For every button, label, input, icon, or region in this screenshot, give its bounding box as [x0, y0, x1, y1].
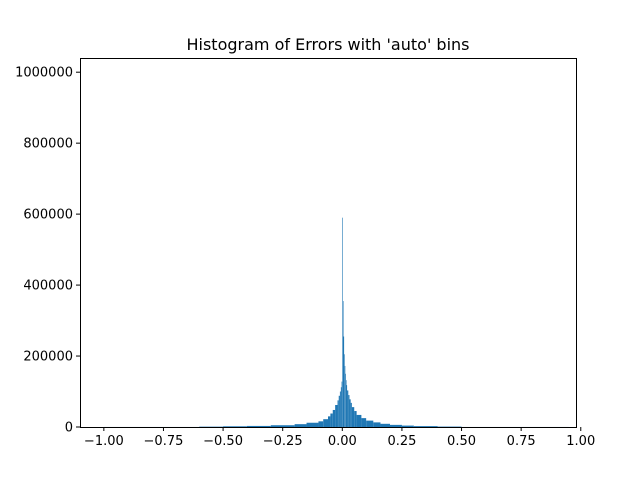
histogram-bar	[366, 420, 374, 427]
x-tick-label: 0.50	[447, 434, 476, 449]
chart-title: Histogram of Errors with 'auto' bins	[186, 35, 469, 54]
histogram-bar	[332, 409, 336, 427]
histogram-bar	[270, 425, 295, 427]
histogram-bar	[342, 301, 344, 427]
histogram-bar	[351, 407, 355, 427]
histogram-bar	[328, 416, 331, 427]
histogram-bar	[346, 385, 348, 427]
y-tick-label: 800000	[23, 137, 73, 152]
histogram-bar	[199, 426, 224, 428]
histogram-bar	[337, 400, 339, 427]
y-tick-label: 0	[65, 421, 73, 436]
histogram-bar	[356, 414, 362, 427]
y-tick-label: 200000	[23, 350, 73, 365]
histogram-bar	[401, 425, 414, 427]
histogram-bars	[103, 217, 569, 428]
histogram-bar	[413, 426, 438, 427]
x-tick-label: 0.00	[328, 434, 357, 449]
histogram-bar	[330, 413, 333, 427]
y-tick-label: 600000	[23, 208, 73, 223]
x-tick-label: −0.50	[203, 434, 243, 449]
histogram-bar	[294, 424, 307, 427]
histogram-bar	[343, 336, 345, 427]
x-tick-label: −0.75	[144, 434, 184, 449]
histogram-bar	[373, 422, 381, 427]
y-tick-label: 400000	[23, 279, 73, 294]
histogram-bar	[306, 422, 319, 427]
x-tick-label: 1.00	[566, 434, 595, 449]
histogram-bar	[335, 405, 338, 427]
histogram-bar	[342, 217, 343, 427]
histogram-bar	[380, 423, 390, 427]
histogram-bar	[345, 373, 346, 427]
histogram-bar	[390, 424, 402, 427]
histogram-bar	[223, 426, 247, 427]
histogram-bar	[348, 395, 350, 427]
x-axis: −1.00 −0.75 −0.50 −0.25 0.00 0.25 0.50 0.75 1.00	[84, 427, 595, 449]
x-tick-label: −0.25	[263, 434, 303, 449]
histogram-bar	[350, 402, 352, 427]
x-tick-label: 0.25	[387, 434, 416, 449]
histogram-bar	[246, 425, 271, 427]
y-axis: 0 200000 400000 600000 800000 1000000	[15, 66, 80, 436]
histogram-bar	[340, 387, 342, 427]
histogram-bar	[345, 380, 347, 427]
histogram-bar	[338, 395, 340, 427]
x-tick-label: 0.75	[507, 434, 536, 449]
histogram-bar	[323, 419, 328, 427]
histogram-bar	[437, 426, 462, 428]
histogram-bar	[318, 421, 324, 427]
histogram-bar	[341, 381, 343, 427]
y-tick-label: 1000000	[15, 66, 73, 81]
histogram-bar	[344, 365, 346, 427]
plot-frame	[80, 58, 577, 428]
x-tick-label: −1.00	[84, 434, 124, 449]
histogram-bar	[354, 411, 357, 427]
histogram-bar	[339, 391, 341, 427]
histogram-bar	[349, 399, 351, 427]
histogram-bar	[344, 354, 345, 427]
histogram-bar	[347, 390, 349, 427]
histogram-bar	[361, 418, 367, 427]
